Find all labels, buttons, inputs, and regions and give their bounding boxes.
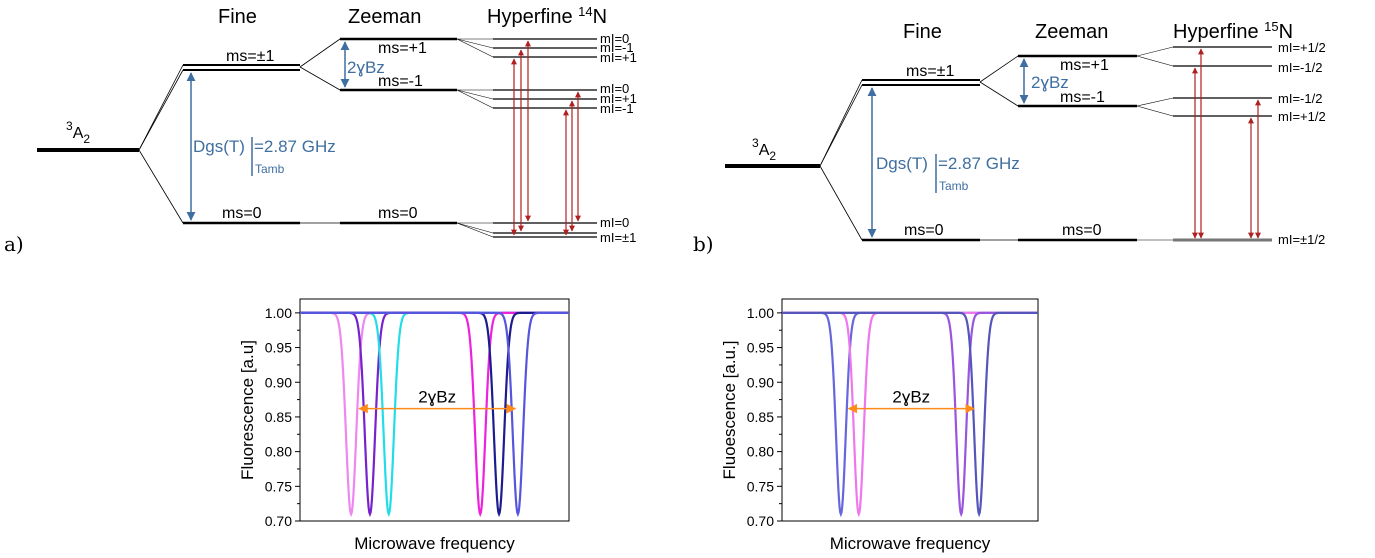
hf-minus-label-1: mI=+1 bbox=[600, 91, 637, 106]
panel-label-b: b) bbox=[693, 232, 714, 256]
hf-zero-label-0: mI=0 bbox=[600, 215, 629, 230]
ground-state-label: 3A2 bbox=[66, 119, 90, 146]
span-label: 2ɣBz bbox=[418, 388, 456, 407]
hf-minus-label-1: mI=+1/2 bbox=[1278, 109, 1326, 124]
energy-diagram-b: Fine Zeeman Hyperfine 15N 3A2 ms=±1 ms=0… bbox=[693, 19, 1326, 256]
dgs-sub: Tamb bbox=[939, 179, 969, 193]
dgs-sub: Tamb bbox=[255, 162, 285, 176]
dgs-label: Dgs(T) bbox=[193, 137, 245, 156]
hf-minus-label-2: mI=-1 bbox=[600, 101, 634, 116]
col-zeeman-label: Zeeman bbox=[348, 6, 421, 28]
x-axis-label: Microwave frequency bbox=[354, 534, 515, 553]
plot-frame bbox=[781, 298, 1039, 522]
col-hyperfine-label: Hyperfine 15N bbox=[1173, 19, 1293, 43]
hyperfine-levels-a bbox=[493, 38, 597, 238]
hf-plus-label-0: mI=+1/2 bbox=[1278, 40, 1326, 55]
zeeman-minus-label: ms=-1 bbox=[1060, 89, 1105, 106]
y-axis-label: Fluoescence [a.u.] bbox=[720, 341, 739, 480]
transitions-b bbox=[1192, 48, 1261, 239]
fluorescence-chart-b: 1.00 0.95 0.90 0.85 0.80 0.75 0.70 Microwave fr… bbox=[720, 298, 1039, 553]
y-tick-label: 0.90 bbox=[747, 374, 774, 390]
fluorescence-chart-a: 1.00 0.95 0.90 0.85 0.80 0.75 0.70 Microwave fr… bbox=[238, 298, 570, 553]
y-tick-label: 0.75 bbox=[265, 478, 292, 494]
span-label: 2ɣBz bbox=[892, 388, 930, 407]
ground-state-label: 3A2 bbox=[752, 136, 776, 163]
y-tick-label: 0.85 bbox=[265, 409, 292, 425]
hf-plus-label-0: mI=0 bbox=[600, 31, 629, 46]
y-tick-label: 0.85 bbox=[747, 409, 774, 425]
x-axis-label: Microwave frequency bbox=[830, 534, 991, 553]
zeeman-plus-label: ms=+1 bbox=[378, 40, 427, 57]
energy-diagram-a: Fine Zeeman Hyperfine 14N 3A2 ms=±1 ms=0… bbox=[4, 4, 637, 256]
fine-upper-label: ms=±1 bbox=[226, 48, 274, 65]
hf-minus-label-0: mI=0 bbox=[600, 81, 629, 96]
hf-plus-label-1: mI=-1/2 bbox=[1278, 60, 1322, 75]
col-fine-label: Fine bbox=[903, 21, 942, 43]
hf-zero-label-0: mI=±1/2 bbox=[1278, 232, 1325, 247]
fine-lower-label: ms=0 bbox=[904, 222, 944, 239]
zeeman-minus-label: ms=-1 bbox=[378, 73, 423, 90]
y-tick-label: 0.90 bbox=[265, 374, 292, 390]
series-line-3 bbox=[782, 311, 1038, 518]
series-line-5 bbox=[300, 311, 569, 518]
y-tick-label: 0.80 bbox=[265, 444, 292, 460]
hyperfine-levels-b bbox=[1173, 46, 1272, 242]
zeeman-zero-label: ms=0 bbox=[378, 205, 418, 222]
y-tick-label: 0.70 bbox=[747, 513, 774, 529]
y-tick-label: 0.95 bbox=[747, 340, 774, 356]
col-zeeman-label: Zeeman bbox=[1035, 21, 1108, 43]
y-tick-label: 0.80 bbox=[747, 444, 774, 460]
zeeman-zero-label: ms=0 bbox=[1062, 222, 1102, 239]
dgs-value: =2.87 GHz bbox=[938, 154, 1020, 173]
plot-frame bbox=[299, 298, 570, 522]
hf-zero-label-1: mI=±1 bbox=[600, 230, 636, 245]
col-fine-label: Fine bbox=[218, 6, 257, 28]
series-line-2 bbox=[782, 311, 1038, 518]
dgs-value: =2.87 GHz bbox=[254, 137, 336, 156]
panel-label-a: a) bbox=[4, 232, 24, 256]
hf-plus-label-2: mI=+1 bbox=[600, 50, 637, 65]
series-line-0 bbox=[782, 311, 1038, 518]
fine-upper-label: ms=±1 bbox=[906, 63, 954, 80]
zeeman-split-label: 2ɣBz bbox=[1031, 73, 1069, 92]
y-tick-label: 1.00 bbox=[265, 305, 292, 321]
col-hyperfine-label: Hyperfine 14N bbox=[487, 4, 607, 28]
series-line-1 bbox=[782, 311, 1038, 518]
y-tick-label: 0.75 bbox=[747, 478, 774, 494]
y-tick-label: 0.95 bbox=[265, 340, 292, 356]
y-tick-label: 0.70 bbox=[265, 513, 292, 529]
zeeman-plus-label: ms=+1 bbox=[1060, 57, 1109, 74]
y-tick-label: 1.00 bbox=[747, 305, 774, 321]
fine-lower-label: ms=0 bbox=[222, 205, 262, 222]
dgs-label: Dgs(T) bbox=[876, 154, 928, 173]
hf-plus-label-1: mI=-1 bbox=[600, 40, 634, 55]
hf-minus-label-0: mI=-1/2 bbox=[1278, 91, 1322, 106]
transitions-a bbox=[511, 40, 581, 236]
zeeman-split-label: 2ɣBz bbox=[347, 58, 385, 77]
y-axis-label: Fluorescence [a.u] bbox=[238, 340, 257, 480]
